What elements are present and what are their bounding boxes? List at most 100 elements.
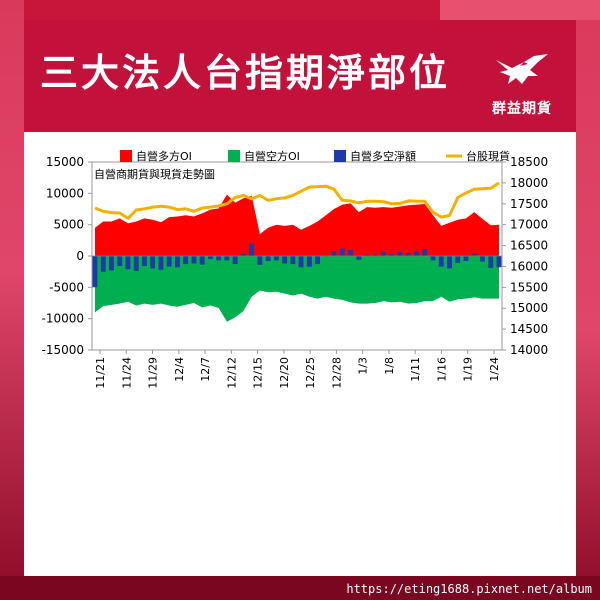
net-position-chart: 15000 10000 5000 0 -5000 -10000 -15000 18500 180… [41, 149, 548, 389]
net-bar [208, 256, 213, 260]
chart-panel: 15000 10000 5000 0 -5000 -10000 -15000 18500 180… [24, 132, 576, 576]
net-bar [175, 256, 180, 268]
net-bar [298, 256, 304, 268]
spot-line-layer [94, 181, 500, 220]
legend-label: 台股現貨 [466, 149, 510, 163]
y-right-tick-label: 14000 [510, 343, 548, 357]
y-right-tick-label: 18000 [510, 176, 548, 190]
net-bar [240, 253, 246, 256]
net-bar [166, 256, 172, 267]
x-tick-label: 12/12 [225, 357, 238, 389]
net-bar [183, 256, 189, 265]
background-stripe-left [0, 0, 24, 600]
net-bar [216, 256, 222, 261]
brand-name: 群益期貨 [492, 101, 552, 117]
net-bar [315, 256, 320, 265]
legend-swatch [228, 150, 240, 162]
net-bar [348, 249, 353, 256]
y-left-tick-label: -5000 [49, 280, 84, 294]
x-tick-label: 1/24 [488, 357, 501, 382]
net-bar [422, 249, 428, 256]
net-bar [447, 256, 452, 269]
header-banner: 三大法人台指期淨部位 群益期貨 [24, 20, 576, 132]
y-right-tick-label: 15000 [510, 301, 548, 315]
legend-swatch [120, 150, 132, 162]
net-bar [199, 256, 205, 265]
eagle-logo-icon [496, 54, 548, 84]
x-tick-label: 12/28 [330, 357, 343, 389]
net-bar [397, 252, 403, 256]
short-oi-area [95, 256, 499, 322]
footer-url: https://eting1688.pixnet.net/album [346, 582, 592, 596]
net-bar [381, 252, 386, 256]
background-bottom-band [0, 576, 600, 600]
x-tick-label: 12/4 [173, 357, 186, 382]
net-bar [405, 252, 411, 256]
x-tick-label: 12/25 [304, 357, 317, 389]
legend-label: 自營多空淨額 [350, 149, 416, 163]
spot-index-line [94, 181, 500, 220]
net-bar [306, 256, 312, 267]
legend-label: 自營多方OI [136, 149, 192, 163]
net-bar [438, 256, 444, 267]
net-bar [92, 256, 98, 288]
net-bar [117, 256, 123, 266]
y-left-tick-label: 15000 [46, 155, 84, 169]
net-bar [273, 256, 279, 261]
x-tick-label: 1/3 [357, 357, 370, 375]
x-tick-label: 1/8 [383, 357, 396, 375]
net-bar [488, 256, 494, 268]
x-tick-label: 12/7 [199, 357, 212, 382]
y-right-tick-label: 17000 [510, 218, 548, 232]
net-bar [224, 256, 230, 261]
x-tick-label: 1/11 [409, 357, 422, 382]
net-bar [389, 254, 395, 256]
x-tick-label: 11/29 [147, 357, 160, 389]
x-tick-label: 12/15 [252, 357, 265, 389]
net-bar [142, 256, 147, 266]
long-oi-area [95, 194, 499, 256]
net-bar [100, 256, 106, 272]
x-tick-label: 11/24 [120, 357, 133, 389]
page-title: 三大法人台指期淨部位 [40, 51, 451, 95]
plot-frame [91, 161, 503, 351]
y-right-tick-label: 14500 [510, 322, 548, 336]
net-bar [339, 248, 345, 256]
y-right-tick-label: 15500 [510, 280, 548, 294]
y-right-tick-label: 16500 [510, 239, 548, 253]
chart-title: 自營商期貨與現貨走勢圖 [94, 167, 215, 181]
net-bar [471, 253, 477, 256]
x-tick-label: 12/20 [278, 357, 291, 389]
net-bar [455, 256, 461, 263]
net-bar [249, 243, 255, 256]
legend-swatch [334, 150, 346, 162]
legend: 自營多方OI 自營空方OI 自營多空淨額 台股現貨 [120, 149, 510, 163]
y-left-tick-label: 10000 [46, 186, 84, 200]
net-bar [158, 256, 164, 270]
net-bar [257, 256, 263, 265]
net-bar [232, 256, 238, 265]
net-bar [282, 256, 288, 264]
net-bar [290, 256, 296, 265]
net-bar-layer [92, 243, 502, 288]
x-tick-label: 11/21 [94, 357, 107, 389]
net-bar [191, 256, 197, 264]
net-bar [372, 254, 378, 256]
net-bar [430, 256, 436, 261]
net-bar [480, 256, 485, 262]
net-bar [496, 256, 502, 268]
net-bar [125, 256, 131, 270]
net-bar [356, 256, 362, 260]
net-bar [331, 251, 337, 256]
net-bar [109, 256, 114, 271]
y-left-tick-label: -10000 [41, 312, 84, 326]
background-stripe-right [576, 0, 600, 600]
brand-logo: 群益期貨 [484, 54, 560, 120]
background-corner [440, 0, 600, 20]
legend-label: 自營空方OI [244, 149, 300, 163]
axes-layer: 15000 10000 5000 0 -5000 -10000 -15000 18500 180… [41, 155, 548, 389]
net-bar [265, 256, 271, 261]
x-tick-label: 1/16 [435, 357, 448, 382]
y-left-tick-label: 0 [76, 249, 84, 263]
y-left-tick-label: -15000 [41, 343, 84, 357]
